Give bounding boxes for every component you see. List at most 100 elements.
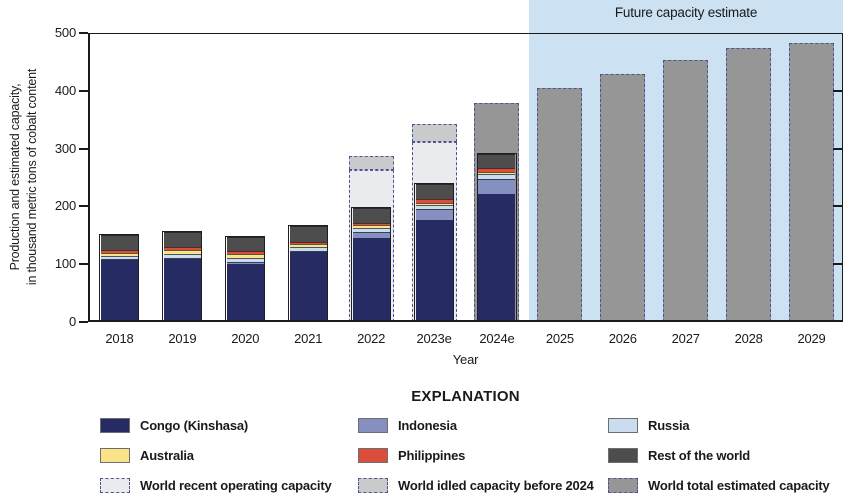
y-tick-label: 300	[54, 140, 76, 156]
y-tick-label: 400	[54, 82, 76, 98]
legend: Congo (Kinshasa) Indonesia Russia Australia…	[100, 417, 845, 493]
y-tick-label: 200	[54, 198, 76, 214]
x-tick-label: 2023e	[416, 331, 452, 346]
bar-segment-congo	[100, 259, 138, 322]
y-axis-title-line1: Production and estimated capacity,	[8, 83, 22, 271]
total-swatch	[608, 477, 638, 493]
world-total-estimated-capacity-bar	[789, 43, 835, 322]
world-total-estimated-capacity-bar	[726, 48, 772, 322]
rest_of_world-swatch	[608, 447, 638, 463]
bar-segment-philippines	[415, 199, 453, 203]
bar-segment-congo	[478, 193, 516, 322]
world-total-estimated-capacity-bar	[537, 88, 583, 322]
bar-segment-congo	[289, 252, 327, 322]
bar-segment-russia	[352, 227, 390, 233]
legend-item-label: Philippines	[398, 447, 466, 463]
bar-segment-congo	[226, 263, 264, 322]
right-tick-mark	[833, 147, 843, 150]
bar-segment-indonesia	[352, 232, 390, 239]
x-tick-label: 2018	[105, 331, 134, 346]
y-axis-title: Production and estimated capacity, in th…	[7, 0, 43, 387]
bar-segment-rest_of_world	[163, 232, 201, 248]
x-tick-label: 2019	[168, 331, 197, 346]
legend-item: Rest of the world	[608, 447, 845, 463]
legend-item: Russia	[608, 417, 845, 433]
y-tick-mark	[79, 32, 88, 34]
y-tick-mark	[79, 147, 88, 150]
bar-segment-indonesia	[478, 179, 516, 194]
y-tick-mark	[79, 89, 88, 92]
legend-item: Congo (Kinshasa)	[100, 417, 358, 433]
bar-segment-russia	[226, 257, 264, 263]
legend-item-label: Russia	[648, 417, 690, 433]
bar-segment-australia	[163, 250, 201, 254]
legend-item-label: World recent operating capacity	[140, 477, 332, 493]
legend-item-label: Congo (Kinshasa)	[140, 417, 249, 433]
bar-segment-rest_of_world	[100, 235, 138, 250]
x-tick-label: 2027	[671, 331, 700, 346]
indonesia-swatch	[358, 417, 388, 433]
world-total-estimated-capacity-bar	[600, 74, 646, 322]
bar-segment-australia	[226, 254, 264, 258]
bar-segment-australia	[352, 224, 390, 228]
legend-item: World recent operating capacity	[100, 477, 358, 493]
bar-segment-russia	[478, 174, 516, 180]
bar-segment-congo	[352, 238, 390, 322]
bar-segment-congo	[415, 219, 453, 322]
legend-item-label: World total estimated capacity	[648, 477, 830, 493]
x-tick-label: 2021	[294, 331, 323, 346]
right-tick-mark	[833, 205, 843, 208]
bar-segment-russia	[163, 253, 201, 258]
bar-segment-philippines	[478, 168, 516, 172]
russia-swatch	[608, 417, 638, 433]
legend-item: Philippines	[358, 447, 608, 463]
legend-item-label: World idled capacity before 2024	[398, 477, 594, 493]
legend-item: Indonesia	[358, 417, 608, 433]
australia-swatch	[100, 447, 130, 463]
bar-segment-indonesia	[289, 250, 327, 253]
bar-segment-indonesia	[100, 258, 138, 260]
y-tick-label: 500	[54, 25, 76, 40]
bar-segment-australia	[289, 243, 327, 247]
bar-segment-philippines	[352, 222, 390, 225]
bar-segment-congo	[163, 258, 201, 322]
bar-segment-indonesia	[163, 257, 201, 259]
y-tick-mark	[79, 321, 88, 323]
operating-swatch	[100, 477, 130, 493]
x-tick-label: 2020	[231, 331, 260, 346]
bar-segment-rest_of_world	[352, 208, 390, 223]
y-tick-label: 100	[54, 256, 76, 272]
bar-segment-russia	[289, 246, 327, 251]
y-axis-title-line2: in thousand metric tons of cobalt conten…	[25, 68, 39, 286]
x-tick-label: 2028	[734, 331, 763, 346]
future-region-label: Future capacity estimate	[614, 5, 758, 20]
legend-item: World total estimated capacity	[608, 477, 845, 493]
bar-segment-philippines	[226, 251, 264, 255]
bar-segment-rest_of_world	[289, 226, 327, 242]
bar-segment-rest_of_world	[226, 237, 264, 252]
x-axis-title: Year	[452, 352, 479, 367]
bar-segment-australia	[415, 202, 453, 206]
bar-segment-rest_of_world	[415, 184, 453, 200]
world-total-estimated-capacity-bar	[663, 60, 709, 322]
y-tick-label: 0	[68, 314, 76, 329]
bar-segment-indonesia	[415, 209, 453, 220]
bar-segment-philippines	[163, 247, 201, 251]
bar-segment-australia	[478, 171, 516, 175]
bar-segment-philippines	[289, 241, 327, 244]
x-tick-label: 2025	[545, 331, 574, 346]
legend-item-label: Indonesia	[398, 417, 457, 433]
world-idled-capacity-bar	[348, 155, 394, 170]
x-tick-label: 2024e	[479, 331, 515, 346]
x-tick-label: 2026	[608, 331, 637, 346]
bar-segment-russia	[100, 255, 138, 259]
y-tick-mark	[79, 263, 88, 266]
x-tick-label: 2029	[797, 331, 826, 346]
world-idled-capacity-bar	[411, 124, 457, 142]
legend-heading: EXPLANATION	[411, 388, 520, 405]
bar-segment-indonesia	[226, 262, 264, 264]
legend-item-label: Rest of the world	[648, 447, 751, 463]
